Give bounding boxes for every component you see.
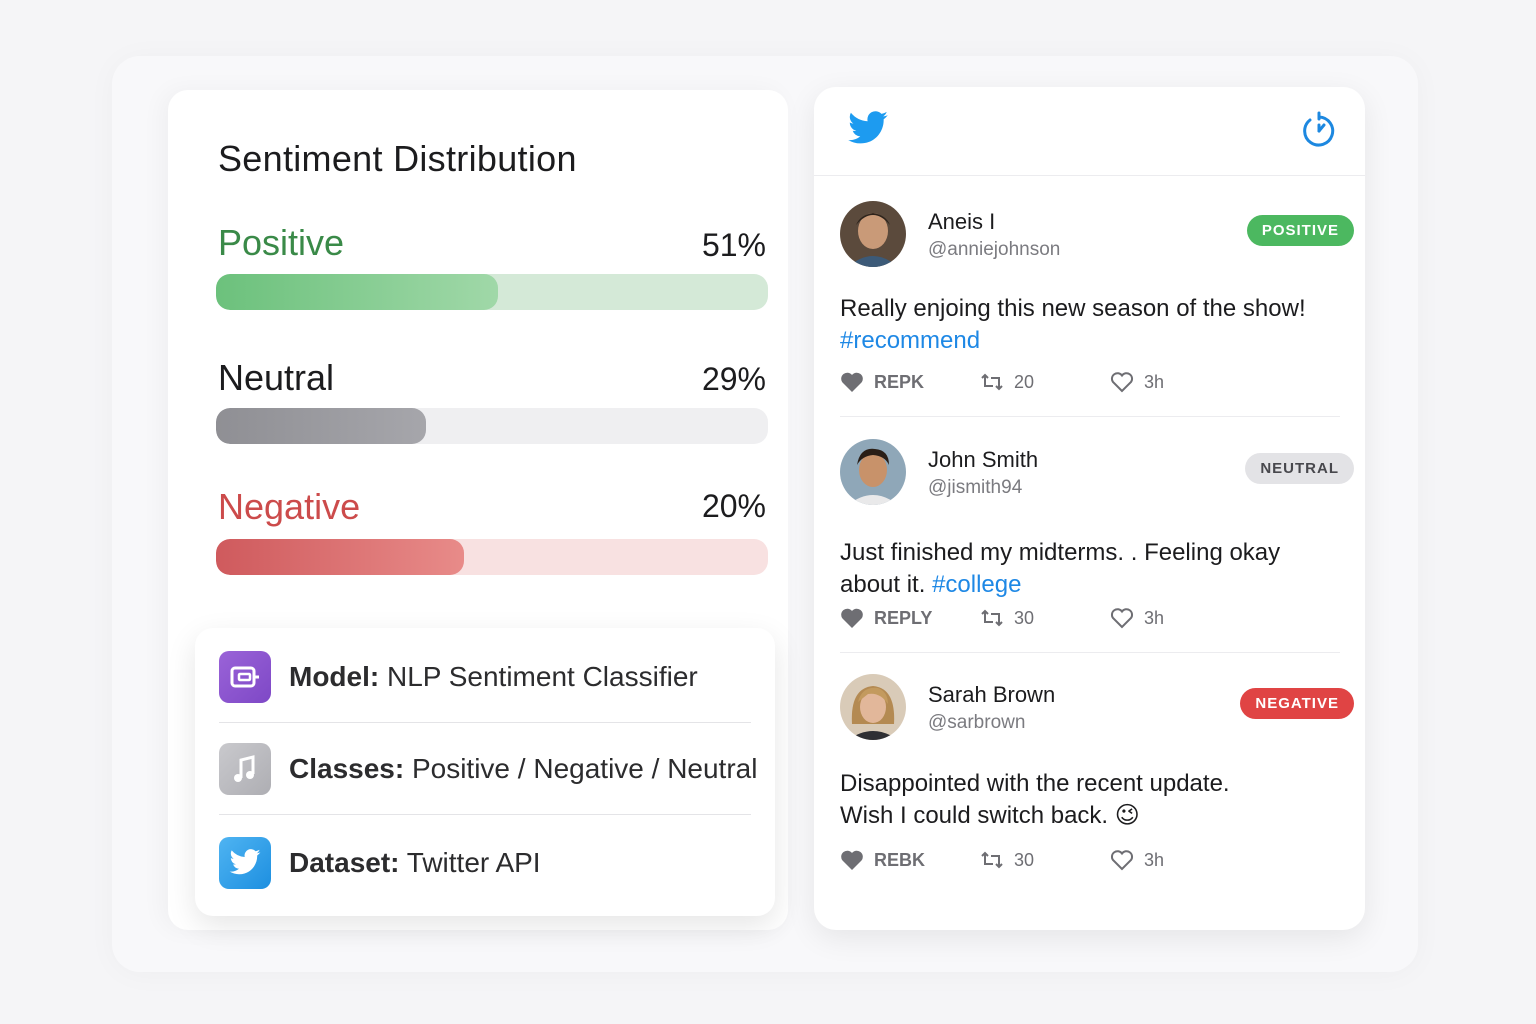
like-button[interactable]: REPLY	[840, 607, 932, 629]
neutral-bar	[216, 408, 768, 444]
timer-icon[interactable]	[1301, 111, 1337, 154]
positive-percent: 51%	[701, 227, 766, 263]
positive-bar	[216, 274, 768, 310]
feed-header	[814, 87, 1365, 176]
tweet-time: 3h	[1144, 849, 1165, 870]
model-value: NLP Sentiment Classifier	[379, 661, 698, 692]
heart-button[interactable]: 3h	[1110, 849, 1164, 871]
positive-label: Positive	[218, 222, 345, 263]
heart-filled-icon	[841, 372, 863, 392]
dataset-key: Dataset:	[289, 847, 400, 878]
tweet-author-handle[interactable]: @anniejohnson	[928, 239, 1061, 260]
classes-value: Positive / Negative / Neutral	[404, 753, 758, 784]
heart-filled-icon	[841, 608, 863, 628]
dataset-text: Dataset: Twitter API	[289, 847, 541, 879]
tweet-text: Just finished my midterms. . Feeling oka…	[840, 537, 1320, 601]
info-divider	[219, 722, 751, 723]
video-icon	[219, 651, 271, 703]
retweet-button[interactable]: 20	[980, 371, 1034, 393]
tweet-actions: REBK 30 3h	[840, 845, 1240, 875]
tweet-author-name[interactable]: Sarah Brown	[928, 682, 1056, 707]
twitter-feed-panel: Aneis I @anniejohnson POSITIVE Really en…	[814, 87, 1365, 930]
tweet-body: Just finished my midterms. . Feeling oka…	[840, 539, 1281, 598]
tweet-body: Really enjoing this new season of the sh…	[840, 295, 1306, 322]
model-row: Model: NLP Sentiment Classifier	[219, 632, 751, 722]
like-button[interactable]: REBK	[840, 849, 925, 871]
music-icon	[219, 743, 271, 795]
classes-text: Classes: Positive / Negative / Neutral	[289, 753, 757, 785]
heart-filled-icon	[841, 850, 863, 870]
like-button[interactable]: REPK	[840, 371, 924, 393]
negative-bar-fill	[216, 539, 465, 575]
classes-row: Classes: Positive / Negative / Neutral	[219, 724, 757, 814]
retweet-icon	[981, 851, 1003, 869]
classes-key: Classes:	[289, 753, 405, 784]
tweet-author-handle[interactable]: @jismith94	[928, 477, 1023, 498]
tweet-text: Really enjoing this new season of the sh…	[840, 293, 1320, 357]
avatar[interactable]	[840, 201, 906, 267]
retweet-button[interactable]: 30	[980, 849, 1034, 871]
tweet-body: Disappointed with the recent update. Wis…	[840, 770, 1230, 829]
sentiment-badge: NEGATIVE	[1240, 688, 1354, 719]
tweet-author-handle[interactable]: @sarbrown	[928, 712, 1026, 733]
sentiment-badge: POSITIVE	[1246, 215, 1354, 246]
action-label: REBK	[874, 849, 926, 870]
retweet-count: 30	[1014, 607, 1035, 628]
tweet-divider	[840, 652, 1340, 653]
negative-percent: 20%	[701, 488, 766, 524]
model-info-card: Model: NLP Sentiment Classifier Classes:…	[195, 628, 775, 916]
model-text: Model: NLP Sentiment Classifier	[289, 661, 698, 693]
distribution-title: Sentiment Distribution	[218, 138, 577, 179]
tweet-author-name[interactable]: John Smith	[928, 447, 1039, 472]
positive-bar-fill	[216, 274, 498, 310]
neutral-percent: 29%	[701, 361, 766, 397]
avatar[interactable]	[840, 439, 906, 505]
dataset-value: Twitter API	[399, 847, 541, 878]
tweet-time: 3h	[1144, 371, 1165, 392]
neutral-bar-fill	[216, 408, 426, 444]
action-label: REPLY	[874, 607, 933, 628]
neutral-label: Neutral	[218, 357, 335, 398]
tweet-actions: REPK 20 3h	[840, 367, 1240, 397]
heart-outline-icon	[1110, 850, 1134, 871]
retweet-count: 20	[1014, 371, 1035, 392]
heart-button[interactable]: 3h	[1110, 371, 1164, 393]
hashtag-link[interactable]: #college	[932, 571, 1022, 598]
heart-button[interactable]: 3h	[1110, 607, 1164, 629]
info-divider	[219, 814, 751, 815]
action-label: REPK	[874, 371, 925, 392]
heart-outline-icon	[1110, 608, 1134, 629]
tweet-time: 3h	[1144, 607, 1165, 628]
avatar[interactable]	[840, 674, 906, 740]
retweet-icon	[981, 373, 1003, 391]
dataset-row: Dataset: Twitter API	[219, 818, 751, 908]
retweet-count: 30	[1014, 849, 1035, 870]
model-key: Model:	[289, 661, 380, 692]
hashtag-link[interactable]: #recommend	[840, 327, 981, 354]
sentiment-badge: NEUTRAL	[1245, 453, 1354, 484]
tweet-text: Disappointed with the recent update. Wis…	[840, 768, 1280, 832]
wink-emoji-icon: 😉	[1114, 802, 1140, 829]
retweet-button[interactable]: 30	[980, 607, 1034, 629]
tweet-actions: REPLY 30 3h	[840, 603, 1240, 633]
tweet-divider	[840, 416, 1340, 417]
heart-outline-icon	[1110, 372, 1134, 393]
negative-label: Negative	[218, 486, 361, 527]
twitter-bird-icon[interactable]	[846, 111, 890, 152]
negative-bar	[216, 539, 768, 575]
tweet-author-name[interactable]: Aneis I	[928, 209, 996, 234]
twitter-bird-icon	[219, 837, 271, 889]
retweet-icon	[981, 609, 1003, 627]
